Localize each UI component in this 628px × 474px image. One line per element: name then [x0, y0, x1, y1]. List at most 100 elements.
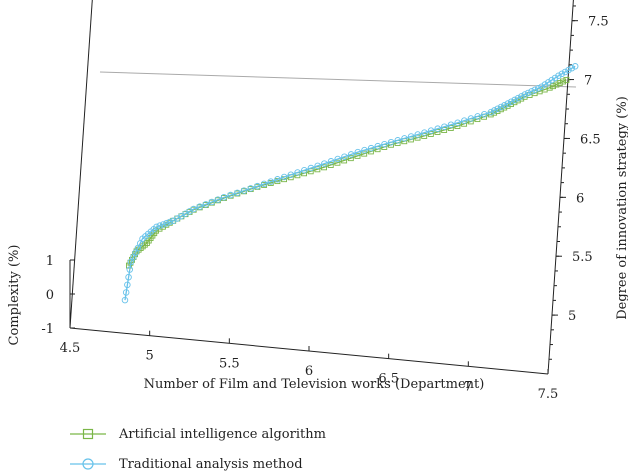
plot-area — [121, 63, 579, 304]
point-traditional — [163, 219, 170, 227]
point-traditional — [548, 76, 555, 84]
point-traditional — [153, 223, 160, 231]
point-artificial — [341, 157, 348, 164]
point-traditional — [367, 144, 375, 152]
point-traditional — [301, 167, 308, 174]
point-traditional — [247, 185, 254, 192]
point-traditional — [538, 83, 545, 90]
point-traditional — [254, 182, 261, 190]
point-traditional — [497, 103, 505, 111]
x-tick-label-0: 4.5 — [60, 341, 81, 356]
point-traditional — [214, 196, 222, 203]
point-traditional — [347, 151, 355, 158]
point-traditional — [571, 63, 579, 70]
point-traditional — [354, 148, 362, 156]
point-traditional — [401, 135, 408, 142]
point-traditional — [514, 94, 522, 102]
point-traditional — [121, 296, 129, 304]
box-edge-left-wall — [69, 0, 93, 329]
series-traditional — [121, 63, 579, 304]
point-traditional — [491, 107, 498, 114]
point-artificial — [347, 155, 354, 162]
point-traditional — [394, 137, 402, 144]
point-traditional — [327, 158, 335, 165]
legend: Artificial intelligence algorithm Tradit… — [70, 427, 326, 472]
point-traditional — [202, 201, 210, 208]
point-artificial — [441, 127, 448, 133]
x-tick-label-2: 5.5 — [219, 356, 240, 371]
point-traditional — [534, 85, 542, 92]
legend-marker-circle-icon — [82, 458, 94, 470]
legend-label-traditional: Traditional analysis method — [119, 457, 303, 472]
x-tick-label-4: 6.5 — [378, 372, 399, 387]
point-artificial — [421, 132, 428, 139]
x-axis-title: Number of Film and Television works (Dep… — [144, 377, 485, 392]
point-traditional — [555, 72, 562, 80]
legend-item-artificial: Artificial intelligence algorithm — [70, 427, 326, 442]
point-traditional — [407, 133, 415, 140]
point-traditional — [125, 273, 132, 281]
z-tick-label-1: 0 — [46, 288, 54, 303]
point-artificial — [354, 152, 361, 159]
point-artificial — [427, 130, 434, 137]
point-traditional — [467, 115, 475, 122]
point-traditional — [156, 222, 164, 229]
point-traditional — [501, 102, 508, 109]
point-traditional — [487, 108, 495, 116]
point-traditional — [528, 88, 535, 95]
point-traditional — [387, 138, 395, 146]
point-traditional — [122, 289, 130, 296]
point-artificial — [321, 164, 327, 171]
y-tick-label-0: 5 — [568, 309, 576, 324]
point-artificial — [556, 80, 563, 86]
point-traditional — [341, 153, 348, 160]
y-axis-title: Degree of innovation strategy (%) — [615, 96, 628, 320]
point-traditional — [454, 119, 461, 127]
z-axis-title: Complexity (%) — [7, 245, 22, 346]
point-traditional — [314, 162, 321, 170]
point-traditional — [166, 218, 174, 226]
point-traditional — [159, 221, 167, 228]
point-traditional — [474, 113, 481, 120]
point-artificial — [434, 129, 441, 135]
z-axis: -1 0 1 — [41, 254, 75, 337]
point-traditional — [220, 194, 228, 201]
point-traditional — [234, 189, 241, 197]
x-tick-label-1: 5 — [146, 349, 154, 364]
point-traditional — [240, 187, 248, 194]
point-traditional — [307, 164, 315, 172]
point-artificial — [553, 81, 560, 88]
y-tick-label-4: 7 — [584, 74, 592, 89]
point-traditional — [260, 180, 268, 188]
point-traditional — [361, 146, 368, 154]
legend-marker-square-icon — [82, 428, 94, 440]
point-artificial — [563, 76, 570, 83]
z-tick-label-0: -1 — [41, 322, 54, 337]
point-traditional — [381, 140, 388, 148]
point-artificial — [550, 83, 556, 90]
y-tick-label-3: 6.5 — [580, 132, 601, 147]
point-traditional — [126, 266, 134, 273]
point-traditional — [518, 93, 525, 100]
point-artificial — [327, 162, 334, 168]
x-tick-label-6: 7.5 — [538, 387, 559, 402]
legend-label-artificial: Artificial intelligence algorithm — [118, 427, 326, 442]
point-traditional — [274, 176, 281, 183]
point-traditional — [287, 171, 295, 178]
point-traditional — [568, 64, 576, 72]
point-traditional — [196, 203, 203, 210]
point-traditional — [124, 281, 131, 289]
point-artificial — [560, 78, 567, 85]
point-traditional — [427, 127, 435, 134]
point-traditional — [481, 111, 488, 118]
point-traditional — [565, 66, 572, 74]
y-tick-label-5: 7.5 — [588, 15, 609, 30]
point-traditional — [524, 89, 532, 97]
point-traditional — [494, 105, 501, 112]
legend-item-traditional: Traditional analysis method — [70, 457, 303, 472]
point-traditional — [321, 160, 328, 167]
point-traditional — [545, 79, 552, 86]
x-axis: 4.5 5 5.5 6 6.5 7 7.5 — [60, 323, 559, 402]
y-tick-label-1: 5.5 — [572, 250, 593, 265]
